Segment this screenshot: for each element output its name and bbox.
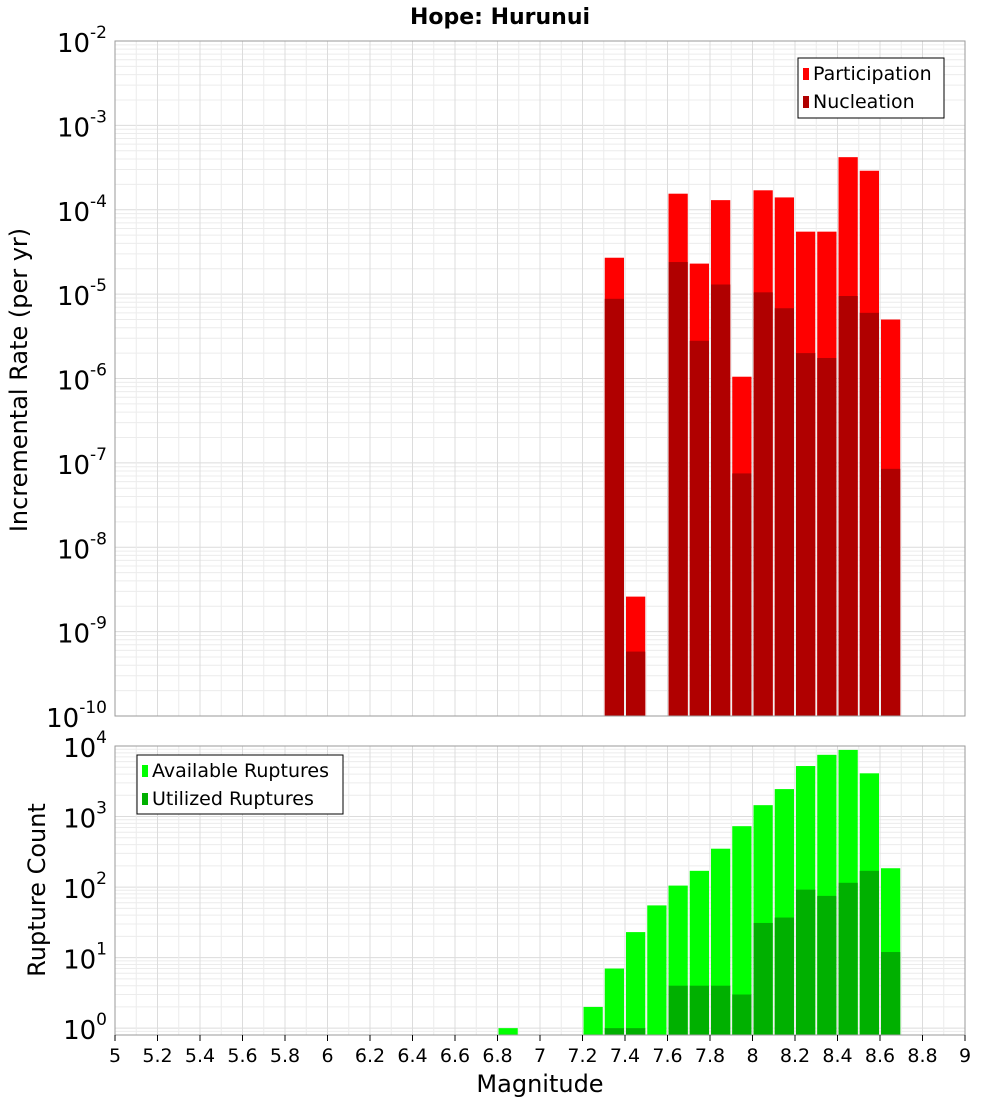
top-bar-nucleation bbox=[711, 284, 731, 716]
top-bar-nucleation bbox=[881, 468, 901, 716]
top-y-axis-label: Incremental Rate (per yr) bbox=[5, 228, 33, 532]
top-panel: 10-2 10-3 10-4 10-5 10-6 10-7 10-8 10-9 10-10 Par… bbox=[46, 23, 966, 734]
bottom-bar-available-ruptures bbox=[647, 905, 667, 1035]
bottom-bar-utilized-ruptures bbox=[689, 985, 709, 1035]
top-legend-box bbox=[797, 57, 945, 119]
chart-title: Hope: Hurunui bbox=[410, 5, 590, 30]
bottom-y-axis-label: Rupture Count bbox=[23, 803, 51, 977]
top-bar-nucleation bbox=[689, 340, 709, 716]
x-tick-label: 8.4 bbox=[822, 1045, 852, 1067]
bottom-bar-utilized-ruptures bbox=[668, 985, 688, 1035]
top-bar-nucleation bbox=[859, 312, 879, 716]
x-tick-label: 7.6 bbox=[652, 1045, 682, 1067]
top-y-tick-label: 10-9 bbox=[57, 614, 107, 650]
x-tick-label: 8 bbox=[746, 1045, 758, 1067]
x-tick-label: 7.2 bbox=[567, 1045, 597, 1067]
bottom-legend-label: Utilized Ruptures bbox=[152, 788, 314, 810]
top-y-tick-label: 10-3 bbox=[57, 107, 107, 143]
top-bar-nucleation bbox=[796, 353, 816, 716]
bottom-bar-utilized-ruptures bbox=[626, 1028, 646, 1035]
top-bar-nucleation bbox=[604, 298, 624, 716]
x-tick-label: 8.8 bbox=[907, 1045, 937, 1067]
x-tick-label: 6.2 bbox=[355, 1045, 385, 1067]
bottom-bar-utilized-ruptures bbox=[604, 1028, 624, 1035]
top-y-tick-label: 10-4 bbox=[57, 192, 107, 228]
bottom-bar-available-ruptures bbox=[626, 932, 646, 1035]
x-tick-label: 5.2 bbox=[142, 1045, 172, 1067]
bottom-bar-utilized-ruptures bbox=[732, 994, 752, 1035]
bottom-bar-utilized-ruptures bbox=[881, 952, 901, 1035]
x-tick-label: 6.6 bbox=[440, 1045, 470, 1067]
top-y-tick-label: 10-6 bbox=[57, 361, 107, 397]
x-tick-label: 6.8 bbox=[482, 1045, 512, 1067]
top-bar-nucleation bbox=[626, 651, 646, 716]
bottom-bar-available-ruptures bbox=[583, 1006, 603, 1035]
bottom-panel: 104 103 102 101 100 Available Ruptures Utilize… bbox=[63, 728, 966, 1046]
x-axis: 5 5.2 5.4 5.6 5.8 6 6.2 6.4 6.6 6.8 7 7.2 7.4 7.6 7.8 8… bbox=[109, 1035, 971, 1067]
bottom-y-tick-label: 100 bbox=[63, 1010, 107, 1046]
top-bar-nucleation bbox=[817, 357, 837, 716]
top-bar-nucleation bbox=[774, 308, 794, 716]
top-bar-nucleation bbox=[753, 292, 773, 716]
x-tick-label: 5.4 bbox=[185, 1045, 215, 1067]
bottom-y-tick-label: 102 bbox=[63, 869, 107, 905]
x-tick-label: 8.2 bbox=[780, 1045, 810, 1067]
top-y-tick-label: 10-7 bbox=[57, 445, 107, 481]
x-tick-label: 6 bbox=[321, 1045, 333, 1067]
bottom-legend: Available Ruptures Utilized Ruptures bbox=[136, 754, 344, 815]
bottom-bar-utilized-ruptures bbox=[753, 922, 773, 1035]
bottom-legend-box bbox=[136, 754, 344, 815]
x-axis-label: Magnitude bbox=[476, 1070, 603, 1098]
x-tick-label: 9 bbox=[959, 1045, 971, 1067]
top-y-tick-label: 10-5 bbox=[57, 276, 107, 312]
top-legend-label: Nucleation bbox=[813, 91, 915, 113]
x-tick-label: 5.8 bbox=[270, 1045, 300, 1067]
x-tick-label: 8.6 bbox=[865, 1045, 895, 1067]
x-tick-label: 6.4 bbox=[397, 1045, 427, 1067]
bottom-bar-utilized-ruptures bbox=[838, 882, 858, 1035]
bottom-y-tick-label: 101 bbox=[63, 940, 107, 976]
top-bar-nucleation bbox=[732, 473, 752, 716]
bottom-bar-available-ruptures bbox=[604, 968, 624, 1035]
x-tick-label: 7.4 bbox=[610, 1045, 640, 1067]
bottom-bar-utilized-ruptures bbox=[774, 917, 794, 1035]
x-tick-label: 7.8 bbox=[695, 1045, 725, 1067]
bottom-y-tick-label: 104 bbox=[63, 728, 107, 764]
bottom-bar-available-ruptures bbox=[498, 1028, 518, 1035]
bottom-legend-label: Available Ruptures bbox=[152, 760, 329, 782]
top-legend-swatch bbox=[803, 96, 809, 108]
top-bar-nucleation bbox=[668, 262, 688, 716]
top-bar-nucleation bbox=[838, 296, 858, 716]
bottom-bar-utilized-ruptures bbox=[796, 889, 816, 1035]
bottom-bar-available-ruptures bbox=[732, 826, 752, 1035]
top-legend-label: Participation bbox=[813, 63, 932, 85]
bottom-bar-utilized-ruptures bbox=[817, 895, 837, 1035]
bottom-y-tick-label: 103 bbox=[63, 799, 107, 835]
top-y-tick-label: 10-2 bbox=[57, 23, 107, 59]
top-plot-frame bbox=[114, 40, 966, 717]
top-y-tick-label: 10-8 bbox=[57, 529, 107, 565]
top-legend: Participation Nucleation bbox=[797, 57, 945, 119]
x-tick-label: 7 bbox=[534, 1045, 546, 1067]
bottom-bar-utilized-ruptures bbox=[859, 870, 879, 1035]
bottom-legend-swatch bbox=[142, 793, 148, 805]
x-tick-label: 5.6 bbox=[227, 1045, 257, 1067]
top-legend-swatch bbox=[803, 68, 809, 80]
bottom-bar-utilized-ruptures bbox=[711, 985, 731, 1035]
top-y-tick-label: 10-10 bbox=[46, 698, 107, 734]
x-tick-label: 5 bbox=[109, 1045, 121, 1067]
bottom-legend-swatch bbox=[142, 765, 148, 777]
